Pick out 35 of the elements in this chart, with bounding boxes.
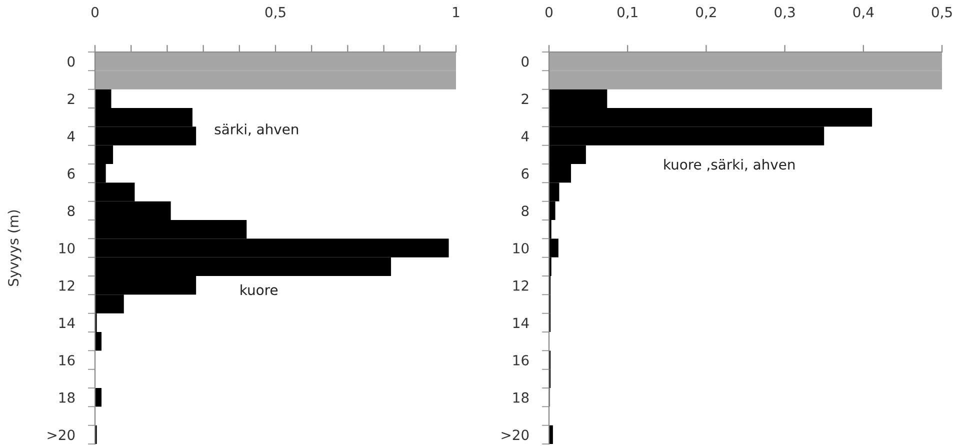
y-tick-label: 10	[59, 242, 75, 254]
y-tick-label: 14	[513, 318, 529, 328]
annotation: kuore ,särki, ahven	[664, 158, 795, 172]
y-tick-label: 2	[522, 94, 528, 104]
y-tick-label: 4	[521, 131, 529, 142]
x-tick-label: 0,1	[617, 6, 638, 19]
y-tick-label: 12	[513, 280, 528, 291]
y-tick-label: 6	[68, 168, 75, 179]
y-tick-label: 16	[513, 354, 529, 366]
y-tick-label: 2	[68, 94, 74, 104]
y-axis-title: Syvyys (m)	[8, 210, 22, 286]
y-tick-label: 18	[59, 392, 75, 403]
y-tick-label: 14	[59, 318, 75, 328]
x-tick-label: 1	[453, 7, 460, 18]
y-tick-label: 8	[68, 206, 75, 216]
x-tick-label: 0,3	[774, 6, 795, 19]
y-tick-label: 0	[522, 56, 529, 67]
annotation: särki, ahven	[214, 124, 298, 136]
y-tick-label: >20	[502, 430, 529, 440]
x-tick-label: 0,5	[265, 6, 286, 19]
y-tick-label: 4	[67, 131, 75, 142]
y-tick-label: 0	[68, 56, 75, 67]
y-tick-label: 6	[522, 168, 529, 179]
y-tick-label: 18	[513, 392, 529, 403]
x-tick-label: 0,5	[932, 6, 952, 19]
y-tick-label: 10	[513, 242, 529, 254]
y-tick-label: >20	[48, 430, 75, 440]
y-tick-label: 12	[59, 280, 74, 291]
y-tick-label: 8	[522, 206, 529, 216]
annotation: kuore	[240, 284, 278, 296]
x-tick-label: 0	[545, 6, 552, 18]
x-tick-label: 0	[91, 6, 98, 18]
x-tick-label: 0,2	[696, 6, 716, 19]
x-tick-label: 0,4	[853, 6, 874, 19]
y-tick-label: 16	[59, 354, 75, 366]
